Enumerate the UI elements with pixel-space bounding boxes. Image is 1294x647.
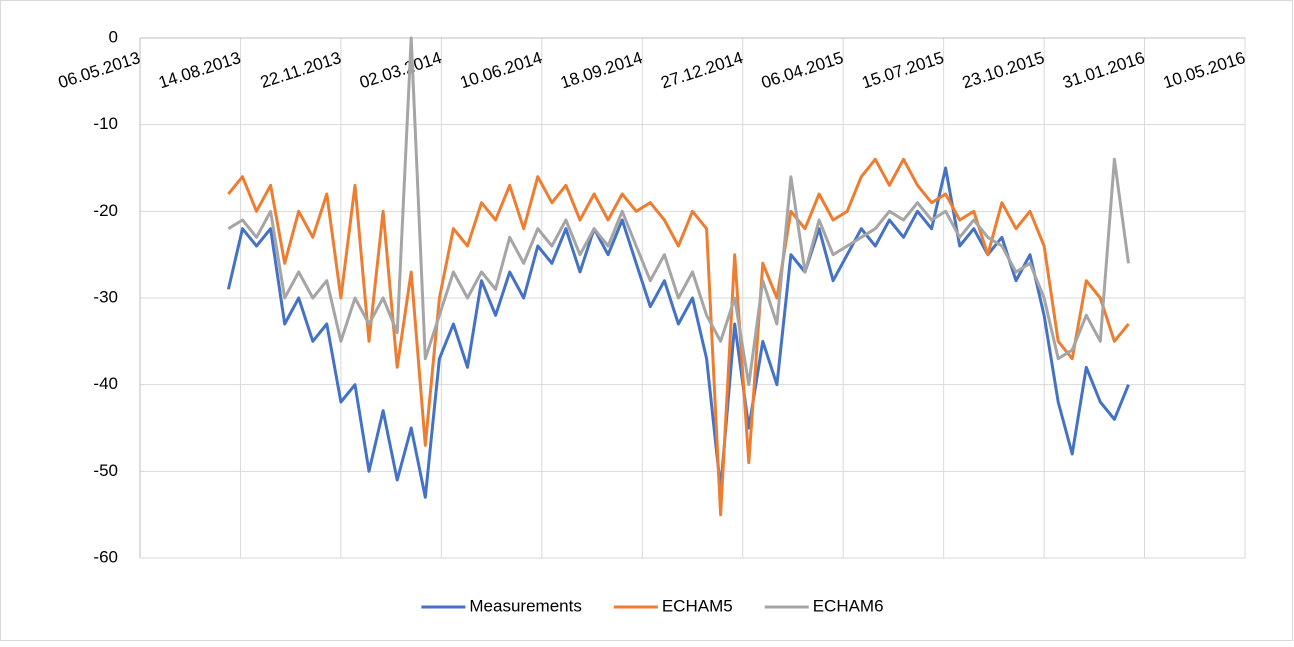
- y-tick-label: -50: [93, 461, 118, 480]
- legend-label: Measurements: [469, 596, 581, 615]
- y-tick-label: -40: [93, 374, 118, 393]
- y-tick-label: -20: [93, 201, 118, 220]
- y-tick-label: 0: [109, 27, 118, 46]
- series-line: [226, 166, 1130, 499]
- legend: Measurements ECHAM5 ECHAM6: [421, 596, 884, 615]
- y-tick-label: -60: [93, 547, 118, 566]
- legend-label: ECHAM5: [662, 596, 733, 615]
- legend-label: ECHAM6: [813, 596, 884, 615]
- y-tick-label: -10: [93, 114, 118, 133]
- y-tick-label: -30: [93, 287, 118, 306]
- series-line: [227, 36, 1130, 387]
